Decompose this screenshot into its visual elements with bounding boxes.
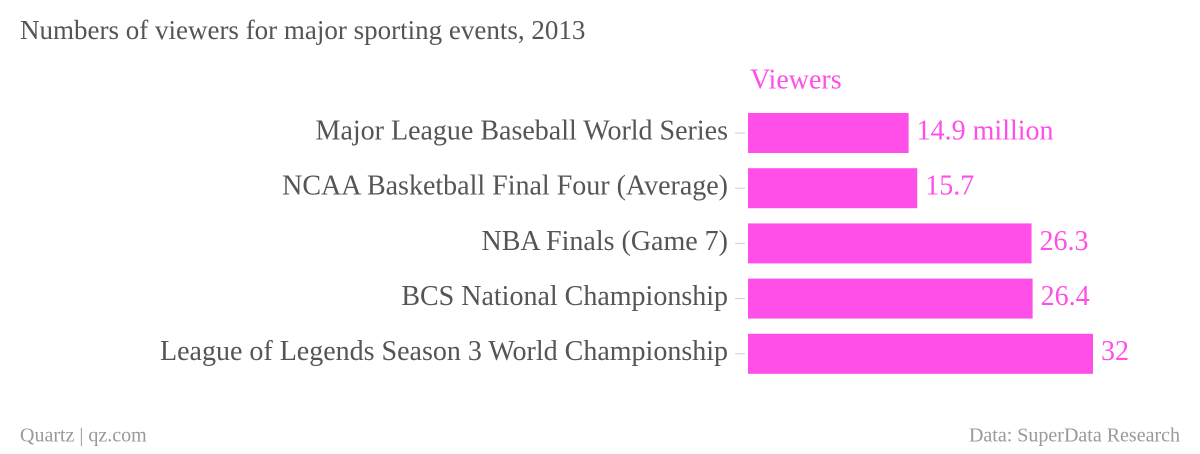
value-label: 32 [1101,336,1129,367]
bar [748,223,1032,264]
bar [748,333,1093,374]
value-label: 14.9 million [917,115,1054,146]
value-label: 26.3 [1040,226,1089,257]
y-tick-label: NBA Finals (Game 7) [481,226,728,257]
source: Data: SuperData Research [969,425,1180,447]
bar [748,168,918,209]
legend-label: Viewers [750,64,842,95]
bar [748,113,909,153]
credit: Quartz | qz.com [20,425,147,447]
chart-title: Numbers of viewers for major sporting ev… [20,15,585,45]
bar [748,278,1033,319]
value-label: 26.4 [1041,281,1090,312]
value-label: 15.7 [925,171,974,202]
y-tick-label: Major League Baseball World Series [316,115,728,146]
y-tick-label: League of Legends Season 3 World Champio… [160,336,728,367]
y-tick-label: NCAA Basketball Final Four (Average) [282,171,728,202]
y-tick-label: BCS National Championship [401,281,728,312]
